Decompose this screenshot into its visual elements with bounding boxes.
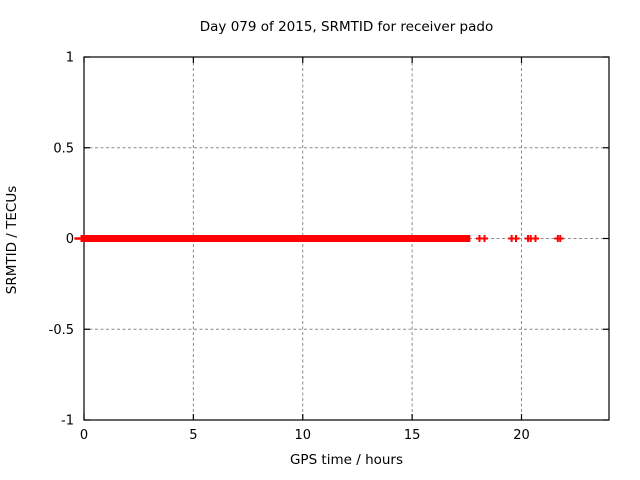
x-tick-label: 20: [513, 428, 530, 443]
y-tick-label: -0.5: [49, 323, 74, 338]
data-edge-dash: [74, 237, 81, 240]
x-axis-label: GPS time / hours: [289, 452, 404, 468]
x-tick-label: 0: [80, 428, 88, 443]
data-band: [80, 235, 471, 242]
x-tick-label: 15: [404, 428, 421, 443]
data-point: [481, 235, 489, 242]
data-point: [532, 235, 539, 242]
x-tick-label: 10: [294, 428, 311, 443]
chart-title: Day 079 of 2015, SRMTID for receiver pad…: [199, 19, 494, 35]
y-tick-label: 0: [66, 232, 74, 247]
y-tick-label: 0.5: [53, 141, 74, 156]
y-tick-label: -1: [61, 414, 74, 429]
x-tick-label: 5: [189, 428, 197, 443]
y-tick-label: 1: [66, 51, 74, 66]
data-point: [512, 235, 520, 242]
data-point: [556, 235, 564, 242]
